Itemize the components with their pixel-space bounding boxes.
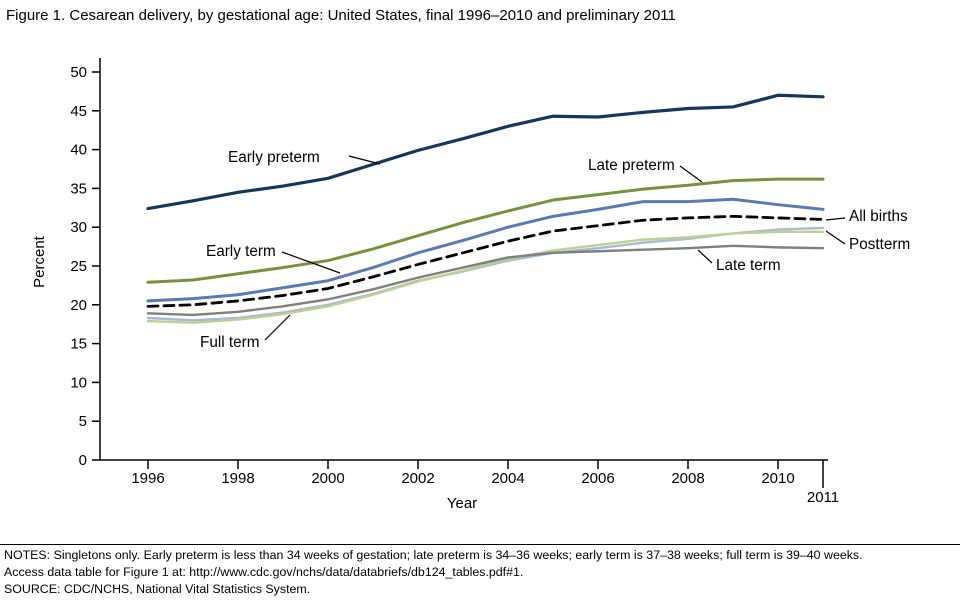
annotation-label-late-term: Late term [716,257,781,274]
y-tick-label: 20 [70,297,87,314]
annotation-label-early-term: Early term [206,243,276,260]
annotation-leader-late-preterm [679,165,703,183]
annotation-leader-early-term [281,251,341,274]
chart-svg: 0 5 10 15 20 25 30 35 40 45 50 1996 1998 2000 2002 2004… [31,58,910,512]
annotation-label-postterm: Postterm [849,236,910,253]
annotation-leader-full-term [264,314,291,341]
y-tick-label: 5 [79,413,87,430]
x-tick-label: 2004 [491,470,524,487]
series-all-births-line [146,214,825,308]
y-tick-label: 45 [70,103,87,120]
annotation-label-early-preterm: Early preterm [228,149,320,166]
annotation-label-full-term: Full term [200,334,260,351]
annotation-leader-all-births [825,217,846,221]
note-data-table-link: Access data table for Figure 1 at: http:… [4,565,524,579]
series-late-term-line [146,244,825,317]
series-early-preterm-line [146,93,825,211]
y-tick-label: 40 [70,142,87,159]
x-axis-title: Year [447,495,477,512]
y-tick-label: 15 [70,336,87,353]
x-tick-label: 1996 [131,470,164,487]
footnotes: NOTES: Singletons only. Early preterm is… [0,544,960,599]
chart-area: 0 5 10 15 20 25 30 35 40 45 50 1996 1998 2000 2002 2004… [31,58,910,512]
y-tick-label: 10 [70,374,87,391]
annotation-leader-early-preterm [348,155,381,165]
y-tick-label: 25 [70,258,87,275]
x-tick-label: 2008 [671,470,704,487]
y-tick-label: 35 [70,180,87,197]
series-full-term-line [146,230,825,324]
annotation-label-all-births: All births [849,208,908,225]
annotation-leader-late-term [697,249,713,264]
x-tick-label: 2006 [581,470,614,487]
series-early-term-line [146,197,825,303]
series-late-preterm-line [146,177,825,284]
y-tick-label: 50 [70,64,87,81]
y-axis-title: Percent [31,235,48,288]
x-tick-label: 2002 [401,470,434,487]
annotation-label-late-preterm: Late preterm [588,157,675,174]
note-definitions: NOTES: Singletons only. Early preterm is… [4,548,863,562]
x-tick-label: 1998 [221,470,254,487]
x-tick-label: 2010 [761,470,794,487]
x-tick-label: 2000 [311,470,344,487]
x-tick-label-final: 2011 [807,489,839,506]
note-source: SOURCE: CDC/NCHS, National Vital Statist… [4,582,311,596]
figure-title: Figure 1. Cesarean delivery, by gestatio… [6,7,676,24]
y-tick-label: 0 [79,452,87,469]
annotation-leader-postterm [825,230,846,245]
series-postterm-line [146,226,825,322]
y-tick-label: 30 [70,219,87,236]
